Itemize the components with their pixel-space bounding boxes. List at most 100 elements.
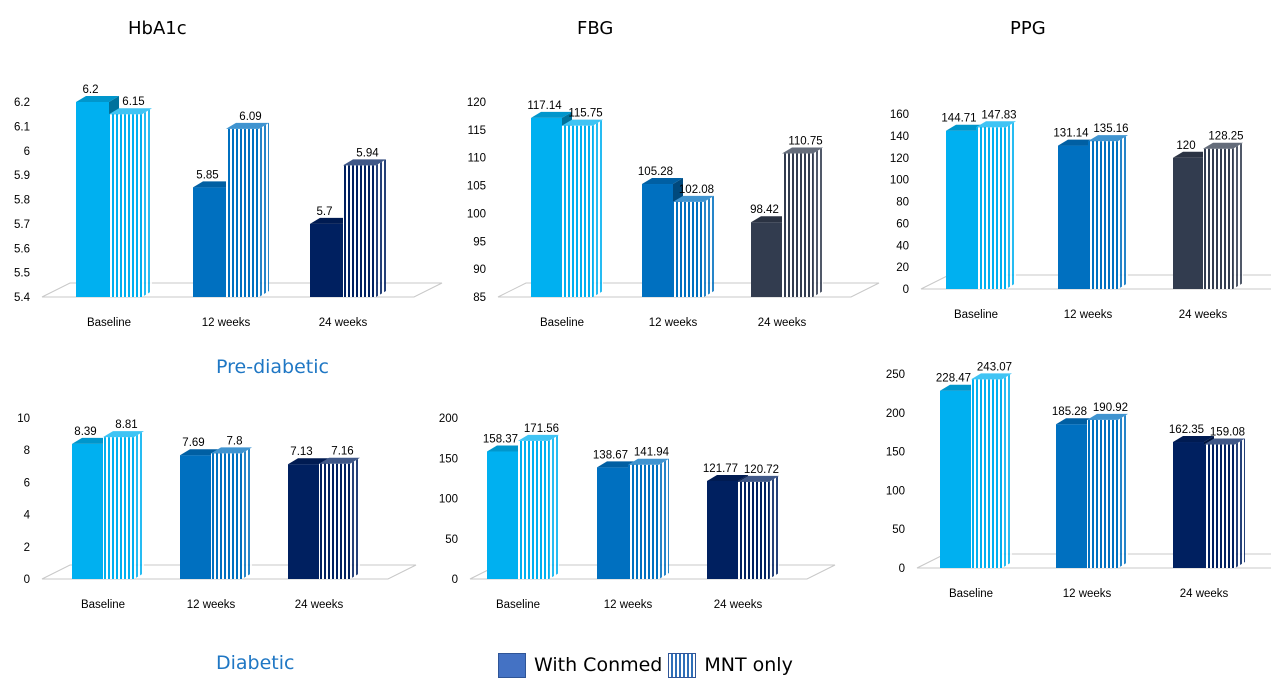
chart-2-data-label: 147.83 xyxy=(981,109,1016,121)
chart-0-ytick-label: 5.4 xyxy=(14,292,31,304)
chart-3-bar-side-1-0 xyxy=(134,431,144,579)
chart-0-ytick-label: 5.5 xyxy=(14,268,30,280)
chart-3-bar-mnt-1 xyxy=(211,453,242,579)
chart-5-data-label: 228.47 xyxy=(936,373,971,385)
chart-4-bar-conmed-0 xyxy=(487,451,518,579)
chart-1-ytick-label: 95 xyxy=(473,236,486,248)
chart-3-bar-conmed-1 xyxy=(180,455,211,579)
chart-4-category-label: 24 weeks xyxy=(714,599,763,611)
chart-3-bar-conmed-2 xyxy=(288,464,319,579)
chart-4-bar-top-1-2 xyxy=(738,475,779,482)
chart-0-bar-mnt-2 xyxy=(343,165,376,297)
chart-1-ytick-label: 100 xyxy=(467,208,486,220)
chart-2-bar-top-1-2 xyxy=(1203,142,1243,149)
chart-1-ytick-label: 120 xyxy=(467,97,486,109)
chart-0-category-label: 24 weeks xyxy=(319,317,368,329)
chart-0-ytick-label: 6.2 xyxy=(14,97,30,109)
chart-3-bar-top-0-0 xyxy=(72,437,113,444)
chart-0-bar-side-1-2 xyxy=(376,159,386,297)
chart-4-bar-top-1-1 xyxy=(628,458,669,465)
chart-4-bar-top-0-0 xyxy=(487,445,528,452)
chart-5-bar-mnt-2 xyxy=(1204,444,1235,568)
chart-1-bar-side-1-1 xyxy=(704,195,714,297)
chart-5-bar-side-1-0 xyxy=(1002,373,1012,568)
chart-5-bar-top-1-0 xyxy=(971,373,1012,380)
chart-5-bar-top-0-1 xyxy=(1056,418,1097,425)
chart-0-category-label: 12 weeks xyxy=(202,317,251,329)
chart-4-data-label: 138.67 xyxy=(593,449,628,461)
chart-1-ytick-label: 90 xyxy=(473,264,486,276)
chart-4-ytick-label: 200 xyxy=(439,413,458,425)
chart-3-category-label: 12 weeks xyxy=(187,599,236,611)
chart-4-category-label: 12 weeks xyxy=(604,599,653,611)
chart-2-data-label: 131.14 xyxy=(1053,128,1089,140)
chart-3-bar-side-1-2 xyxy=(350,457,360,579)
chart-4-bar-mnt-0 xyxy=(518,440,549,579)
chart-0-data-label: 6.15 xyxy=(122,96,144,108)
chart-3-bar-side-1-1 xyxy=(242,447,252,579)
chart-1-category-label: 24 weeks xyxy=(758,317,807,329)
chart-1-bar-mnt-2 xyxy=(782,153,813,297)
chart-2-ytick-label: 20 xyxy=(896,262,909,274)
chart-5-ytick-label: 250 xyxy=(886,369,905,381)
chart-0-bar-top-0-1 xyxy=(193,181,236,188)
chart-0-data-label: 5.94 xyxy=(356,147,379,159)
chart-3-ytick-label: 2 xyxy=(24,542,30,554)
chart-2-bar-conmed-1 xyxy=(1058,145,1088,289)
chart-3-category-label: Baseline xyxy=(81,599,125,611)
chart-4-bar-conmed-2 xyxy=(707,480,738,579)
chart-4-bar-mnt-2 xyxy=(738,481,769,579)
chart-1-data-label: 98.42 xyxy=(750,204,779,216)
chart-0-bar-side-1-1 xyxy=(259,122,269,297)
chart-4-ytick-label: 100 xyxy=(439,494,458,506)
chart-0-bar-conmed-2 xyxy=(310,223,343,297)
chart-4-ytick-label: 50 xyxy=(445,534,458,546)
chart-2-bar-top-1-1 xyxy=(1088,135,1128,142)
chart-2-bar-conmed-0 xyxy=(946,130,976,289)
group-label-pre-diabetic: Pre-diabetic xyxy=(216,356,329,378)
chart-5-bar-mnt-0 xyxy=(971,379,1002,568)
chart-2-data-label: 135.16 xyxy=(1093,123,1128,135)
chart-0-bar-conmed-0 xyxy=(76,102,109,297)
chart-5-data-label: 159.08 xyxy=(1210,427,1245,439)
chart-1-bar-top-1-1 xyxy=(673,195,714,202)
chart-4-bar-side-1-2 xyxy=(769,475,779,579)
group-label-diabetic: Diabetic xyxy=(216,652,295,674)
chart-5-ytick-label: 0 xyxy=(899,563,905,575)
chart-2-bar-side-1-0 xyxy=(1006,121,1016,289)
chart-4-bar-side-1-0 xyxy=(549,434,559,579)
chart-1-ytick-label: 85 xyxy=(473,292,486,304)
chart-3-bar-mnt-0 xyxy=(103,437,134,579)
chart-0-bar-top-0-2 xyxy=(310,217,353,224)
chart-2-ytick-label: 80 xyxy=(896,197,909,209)
chart-4-bar-top-0-2 xyxy=(707,474,748,481)
chart-2-data-label: 128.25 xyxy=(1208,131,1243,143)
chart-4-data-label: 141.94 xyxy=(634,447,670,459)
chart-2-bar-mnt-2 xyxy=(1203,148,1233,289)
chart-4-bar-mnt-1 xyxy=(628,464,659,579)
column-title-fbg: FBG xyxy=(577,18,614,39)
column-title-ppg: PPG xyxy=(1010,18,1046,39)
chart-1-bar-conmed-0 xyxy=(531,117,562,297)
chart-3-data-label: 8.39 xyxy=(74,426,96,438)
chart-2-bar-conmed-2 xyxy=(1173,157,1203,289)
chart-3-data-label: 7.13 xyxy=(290,446,312,458)
chart-0-bar-top-1-2 xyxy=(343,159,386,166)
legend-item-mnt-only: MNT only xyxy=(668,652,793,678)
chart-1-bar-top-1-2 xyxy=(782,147,823,154)
chart-0-bar-side-1-0 xyxy=(142,108,152,297)
chart-2-data-label: 144.71 xyxy=(941,113,976,125)
chart-5-category-label: Baseline xyxy=(949,588,993,600)
chart-3-ytick-label: 4 xyxy=(24,510,31,522)
chart-2-ytick-label: 60 xyxy=(896,218,909,230)
chart-2-data-label: 120 xyxy=(1176,140,1195,152)
chart-3-data-label: 7.69 xyxy=(182,437,204,449)
chart-1-ytick-label: 105 xyxy=(467,181,486,193)
chart-5-bar-side-1-2 xyxy=(1235,438,1245,568)
chart-5-bar-mnt-1 xyxy=(1087,419,1118,568)
chart-0-ytick-label: 5.6 xyxy=(14,243,30,255)
chart-0-ytick-label: 5.8 xyxy=(14,195,30,207)
chart-1-category-label: 12 weeks xyxy=(649,317,698,329)
chart-1-bar-mnt-0 xyxy=(562,125,593,297)
